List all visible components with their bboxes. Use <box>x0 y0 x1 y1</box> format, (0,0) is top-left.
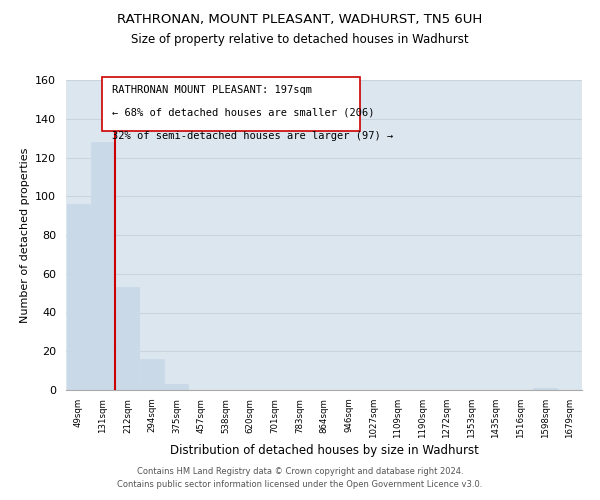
Bar <box>91 142 115 390</box>
Bar <box>116 288 139 390</box>
Text: RATHRONAN MOUNT PLEASANT: 197sqm: RATHRONAN MOUNT PLEASANT: 197sqm <box>112 84 313 94</box>
Text: RATHRONAN, MOUNT PLEASANT, WADHURST, TN5 6UH: RATHRONAN, MOUNT PLEASANT, WADHURST, TN5… <box>118 12 482 26</box>
Bar <box>67 204 90 390</box>
FancyBboxPatch shape <box>102 77 360 131</box>
Y-axis label: Number of detached properties: Number of detached properties <box>20 148 29 322</box>
Bar <box>140 359 164 390</box>
Text: Size of property relative to detached houses in Wadhurst: Size of property relative to detached ho… <box>131 32 469 46</box>
Bar <box>533 388 557 390</box>
X-axis label: Distribution of detached houses by size in Wadhurst: Distribution of detached houses by size … <box>170 444 478 456</box>
Text: ← 68% of detached houses are smaller (206): ← 68% of detached houses are smaller (20… <box>112 108 375 118</box>
Text: Contains public sector information licensed under the Open Government Licence v3: Contains public sector information licen… <box>118 480 482 489</box>
Text: 32% of semi-detached houses are larger (97) →: 32% of semi-detached houses are larger (… <box>112 131 394 141</box>
Text: Contains HM Land Registry data © Crown copyright and database right 2024.: Contains HM Land Registry data © Crown c… <box>137 467 463 476</box>
Bar <box>165 384 188 390</box>
